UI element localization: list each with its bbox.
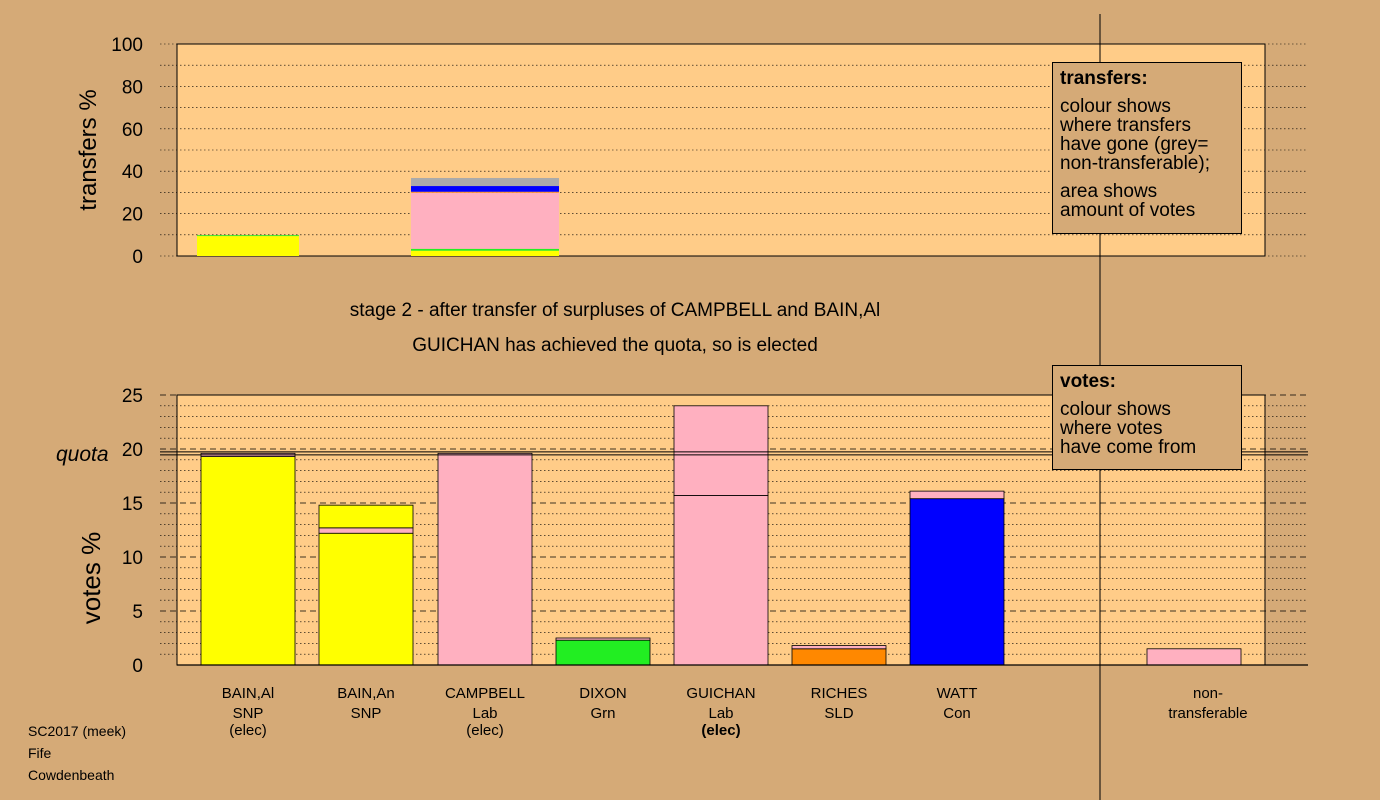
candidate-bar-segment (791, 648, 887, 666)
transfer-bar-segment (411, 191, 559, 193)
transfers-y-tick-label: 60 (122, 120, 143, 141)
candidate-party-label: Lab (708, 705, 733, 722)
candidate-party-label: Con (943, 705, 971, 722)
footer-ward: Cowdenbeath (28, 767, 115, 783)
votes-y-tick-label: 10 (122, 548, 143, 569)
candidate-bar-segment (909, 490, 1005, 500)
candidate-bar-segment (555, 639, 651, 666)
votes-y-tick-label: 0 (132, 656, 143, 677)
nontransferable-label: non- (1193, 685, 1223, 702)
candidate-name-label: GUICHAN (686, 685, 755, 702)
candidate-bar (791, 645, 887, 666)
candidate-name-label: CAMPBELL (445, 685, 525, 702)
transfer-bar-segment (411, 192, 559, 249)
transfers-y-tick-label: 20 (122, 205, 143, 226)
candidate-status-label: (elec) (229, 722, 267, 739)
votes-legend-line: colour shows (1060, 399, 1171, 420)
transfer-bar-segment (411, 248, 559, 251)
votes-legend-title: votes: (1060, 371, 1116, 392)
candidate-bar (200, 452, 296, 666)
votes-legend-line: where votes (1060, 418, 1163, 439)
transfers-y-tick-label: 100 (111, 35, 143, 56)
votes-y-tick-label: 15 (122, 494, 143, 515)
candidate-bar (673, 405, 769, 666)
candidate-name-label: WATT (937, 685, 978, 702)
transfers-y-tick-label: 80 (122, 77, 143, 98)
transfer-bar-segment (197, 235, 299, 237)
candidate-party-label: SNP (233, 705, 264, 722)
quota-label: quota (56, 443, 109, 466)
votes-legend: votes: colour shows where votes have com… (1052, 365, 1242, 470)
candidate-bar-segment (318, 532, 414, 666)
candidate-name-label: BAIN,An (337, 685, 395, 702)
candidate-bar (555, 637, 651, 666)
candidate-bar (909, 490, 1005, 666)
transfers-y-tick-label: 0 (132, 247, 143, 268)
candidate-bar-segment (909, 498, 1005, 666)
transfers-y-tick-label: 40 (122, 162, 143, 183)
candidate-party-label: Grn (590, 705, 615, 722)
nontransferable-label: transferable (1168, 705, 1247, 722)
candidate-bar (318, 504, 414, 666)
transfers-legend-line: area shows (1060, 181, 1158, 202)
candidate-status-label: (elec) (466, 722, 504, 739)
candidate-party-label: SLD (824, 705, 853, 722)
candidate-name-label: BAIN,Al (222, 685, 275, 702)
transfers-legend: transfers: colour shows where transfers … (1052, 62, 1242, 234)
candidate-status-label: (elec) (701, 722, 740, 739)
footer-election: SC2017 (meek) (28, 723, 127, 739)
transfers-legend-line: have gone (grey= (1060, 134, 1209, 155)
candidate-party-label: Lab (472, 705, 497, 722)
transfers-legend-line: non-transferable); (1060, 153, 1210, 174)
transfer-bar-segment (411, 250, 559, 256)
candidate-bar-segment (791, 645, 887, 650)
votes-y-axis-label: votes % (76, 532, 106, 625)
transfers-legend-line: amount of votes (1060, 200, 1196, 221)
transfer-bar (411, 177, 559, 256)
candidate-bar-segment (318, 504, 414, 529)
candidate-party-label: SNP (351, 705, 382, 722)
transfer-bar (197, 235, 299, 256)
candidate-bar-segment (200, 456, 296, 666)
transfers-legend-title: transfers: (1060, 68, 1148, 89)
footer-council: Fife (28, 745, 52, 761)
votes-y-tick-label: 20 (122, 440, 143, 461)
transfer-bar-segment (411, 186, 559, 192)
candidate-name-label: DIXON (579, 685, 627, 702)
candidate-name-label: RICHES (811, 685, 868, 702)
nontransferable-bar (1146, 648, 1242, 666)
candidate-bar-segment (673, 405, 769, 496)
transfer-bar-segment (411, 177, 559, 187)
stage-title: stage 2 - after transfer of surpluses of… (349, 300, 881, 321)
candidate-bar (437, 452, 533, 666)
stage-subtitle: GUICHAN has achieved the quota, so is el… (412, 335, 818, 356)
transfers-legend-line: colour shows (1060, 96, 1171, 117)
candidate-bar-segment (673, 495, 769, 666)
votes-legend-line: have come from (1060, 437, 1197, 458)
transfers-legend-line: where transfers (1060, 115, 1191, 136)
transfers-y-axis-label: transfers % (75, 89, 102, 210)
transfer-bar-segment (197, 236, 299, 256)
votes-y-tick-label: 5 (132, 602, 143, 623)
candidate-bar-segment (437, 452, 533, 666)
candidate-bar-segment (555, 637, 651, 641)
candidate-bar-segment (318, 527, 414, 534)
nontransferable-bar-segment (1146, 648, 1242, 666)
votes-y-tick-label: 25 (122, 386, 143, 407)
